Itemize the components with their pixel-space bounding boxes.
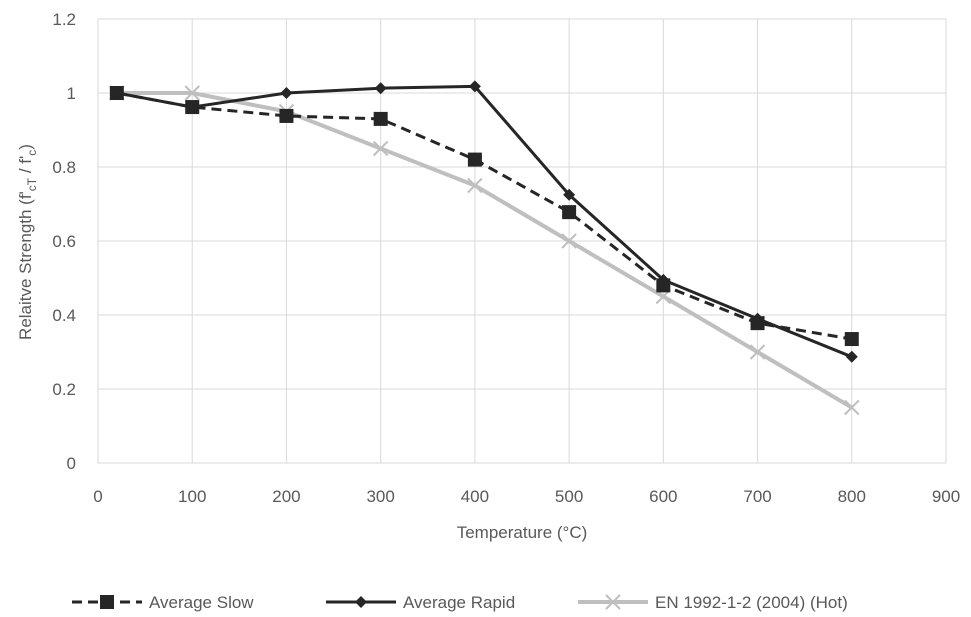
x-tick-label: 500 [555,487,583,506]
x-tick-label: 800 [838,487,866,506]
series-2-point-4 [467,177,483,194]
series-2-point-7-stroke-b [749,344,766,360]
y-axis-title-main: Relaitve Strength (f' [16,191,35,340]
series-layer [109,80,860,416]
series-0-point-8 [844,332,859,347]
x-axis: 0 100 200 300 400 500 600 700 800 900 [93,487,960,506]
legend-marker-2 [605,594,621,610]
series-2-point-4-stroke-b [467,177,483,194]
x-tick-label: 900 [932,487,960,506]
legend-label-0: Average Slow [149,593,254,612]
series-2-point-7 [749,344,766,360]
series-2-point-8 [844,399,860,416]
y-axis-title-sub2: c [25,150,39,156]
legend-marker-2-stroke-b [605,594,621,610]
x-tick-label: 600 [649,487,677,506]
series-2-point-8-stroke-b [844,399,860,416]
x-tick-label: 0 [93,487,102,506]
series-1-point-4 [468,80,481,93]
series-1-point-3 [374,82,387,95]
legend-label-1: Average Rapid [403,593,515,612]
y-axis-title: Relaitve Strength (f'cT / f'c) [16,144,39,340]
series-2-point-1-stroke-b [184,85,200,101]
series-0-point-4 [467,152,482,167]
x-axis-title: Temperature (°C) [457,523,588,542]
legend-entry-1: Average Rapid [326,593,515,612]
series-2-point-1 [184,85,200,101]
y-tick-label: 1.2 [52,10,76,29]
series-0-point-2 [279,108,294,123]
legend-entry-2: EN 1992-1-2 (2004) (Hot) [578,593,848,612]
series-1-point-6 [657,273,670,286]
legend-marker-1 [355,596,367,608]
series-1 [110,80,858,363]
x-tick-label: 100 [178,487,206,506]
x-tick-label: 700 [743,487,771,506]
series-0 [109,86,859,347]
y-axis-title-end: ) [16,144,35,150]
y-tick-label: 1 [67,84,76,103]
series-2-point-3-stroke-b [372,140,389,157]
series-1-point-8 [845,350,858,363]
legend: Average Slow Average Rapid EN 1992-1-2 (20… [72,593,848,612]
series-1-point-7 [751,312,764,325]
y-axis-title-mid: / f' [16,156,35,178]
x-tick-label: 300 [366,487,394,506]
legend-marker-0 [100,595,114,609]
series-2 [109,85,860,416]
x-tick-label: 400 [461,487,489,506]
series-1-point-5 [563,188,576,201]
y-axis-title-sub1: cT [25,177,39,191]
y-tick-label: 0.8 [52,158,76,177]
series-1-point-1 [186,101,199,114]
y-tick-label: 0.6 [52,232,76,251]
y-axis: 0 0.2 0.4 0.6 0.8 1 1.2 [52,10,76,473]
x-tick-label: 200 [272,487,300,506]
series-line-0 [116,91,853,341]
series-2-point-3 [372,140,389,157]
series-2-point-5 [561,233,577,249]
series-2-point-5-stroke-b [561,233,577,249]
gridlines [97,18,947,464]
y-tick-label: 0.2 [52,380,76,399]
series-1-point-0 [110,87,123,99]
series-0-point-3 [373,111,388,126]
series-0-point-5 [562,205,577,220]
legend-label-2: EN 1992-1-2 (2004) (Hot) [655,593,848,612]
legend-entry-0: Average Slow [72,593,254,612]
y-tick-label: 0 [67,454,76,473]
series-line-2 [116,91,853,410]
series-1-point-2 [280,87,293,99]
y-tick-label: 0.4 [52,306,76,325]
